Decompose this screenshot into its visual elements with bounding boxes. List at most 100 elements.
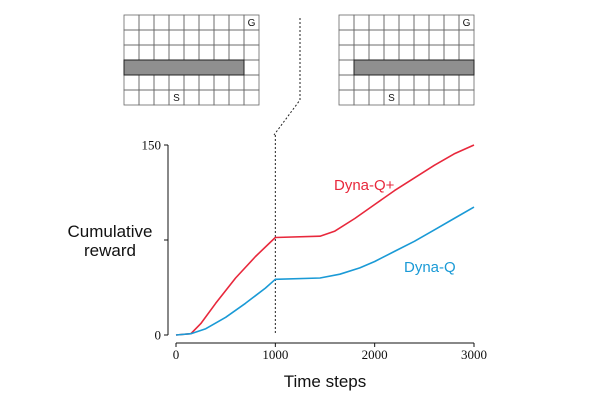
- maze-cell: [338, 74, 355, 91]
- maze-cell: [243, 89, 260, 106]
- x-tick-label: 3000: [461, 347, 487, 362]
- maze-cell: [213, 29, 230, 46]
- maze-start-label: S: [173, 93, 180, 104]
- maze-wall: [123, 59, 245, 76]
- maze-cell: [383, 74, 400, 91]
- maze-cell: [168, 14, 185, 31]
- maze-cell: [153, 14, 170, 31]
- maze-cell: [338, 59, 355, 76]
- maze-cell: [443, 44, 460, 61]
- cumulative-reward-chart: 0 150 0 1000 2000 3000 Cumulative reward Tim…: [67, 135, 487, 391]
- maze-cell: [213, 44, 230, 61]
- maze-cell: [353, 14, 370, 31]
- maze-cell: [353, 44, 370, 61]
- series-lines: [175, 144, 475, 336]
- maze-cell: [138, 74, 155, 91]
- y-tick-label: 0: [155, 328, 162, 343]
- maze-cell: [123, 14, 140, 31]
- x-axis-title: Time steps: [284, 372, 367, 391]
- x-ticks: 0 1000 2000 3000: [173, 343, 487, 362]
- maze-cell: [123, 44, 140, 61]
- maze-cell: [168, 44, 185, 61]
- maze-cell: [153, 89, 170, 106]
- maze-cell: [243, 44, 260, 61]
- maze-cell: [153, 29, 170, 46]
- maze-cell: [413, 89, 430, 106]
- maze-start-label: S: [388, 93, 395, 104]
- maze-cell: [413, 29, 430, 46]
- maze-cell: [353, 29, 370, 46]
- maze-cell: [398, 74, 415, 91]
- maze-cell: [213, 74, 230, 91]
- maze-cell: [138, 14, 155, 31]
- maze-cell: [183, 89, 200, 106]
- y-axis-title-line-1: Cumulative: [67, 222, 152, 241]
- x-tick-label: 2000: [362, 347, 388, 362]
- maze-cell: [443, 74, 460, 91]
- maze-cell: [413, 44, 430, 61]
- maze-cell: [198, 44, 215, 61]
- maze-cell: [428, 14, 445, 31]
- maze-cell: [353, 74, 370, 91]
- series-line-dyna-q-plus: [175, 144, 475, 336]
- maze-cell: [138, 29, 155, 46]
- maze-cell: [168, 29, 185, 46]
- maze-cell: [228, 89, 245, 106]
- maze-cell: [198, 74, 215, 91]
- x-tick-label: 1000: [262, 347, 288, 362]
- maze-cell: [413, 14, 430, 31]
- maze-cell: [383, 29, 400, 46]
- maze-cell: [368, 89, 385, 106]
- maze-cell: [443, 89, 460, 106]
- maze-cell: [123, 89, 140, 106]
- maze-cell: [198, 29, 215, 46]
- maze-goal-label: G: [248, 18, 256, 29]
- y-ticks: 0 150: [142, 138, 168, 343]
- maze-before-change: GS: [123, 14, 260, 106]
- maze-cell: [153, 44, 170, 61]
- maze-cell: [168, 74, 185, 91]
- maze-cell: [138, 44, 155, 61]
- maze-cell: [428, 29, 445, 46]
- maze-cell: [138, 89, 155, 106]
- maze-cell: [368, 74, 385, 91]
- maze-cell: [458, 74, 475, 91]
- maze-cell: [338, 29, 355, 46]
- maze-after-change: GS: [338, 14, 475, 106]
- maze-cell: [198, 89, 215, 106]
- maze-cell: [183, 74, 200, 91]
- maze-cell: [213, 14, 230, 31]
- maze-cell: [398, 89, 415, 106]
- maze-cell: [458, 89, 475, 106]
- maze-cell: [228, 14, 245, 31]
- maze-cell: [183, 29, 200, 46]
- maze-goal-label: G: [463, 18, 471, 29]
- maze-cell: [383, 14, 400, 31]
- maze-cell: [243, 29, 260, 46]
- y-tick-label: 150: [142, 138, 162, 153]
- maze-cell: [338, 14, 355, 31]
- maze-cell: [458, 44, 475, 61]
- maze-cell: [383, 44, 400, 61]
- series-line-dyna-q: [175, 206, 475, 336]
- series-label-dyna-q: Dyna-Q: [404, 259, 456, 276]
- maze-wall: [353, 59, 475, 76]
- maze-cell: [428, 74, 445, 91]
- maze-cell: [398, 29, 415, 46]
- maze-cell: [183, 44, 200, 61]
- maze-cell: [413, 74, 430, 91]
- maze-cell: [428, 44, 445, 61]
- maze-cell: [398, 14, 415, 31]
- maze-cell: [243, 74, 260, 91]
- maze-cell: [338, 89, 355, 106]
- series-label-dyna-q-plus: Dyna-Q+: [334, 177, 395, 194]
- maze-cell: [443, 14, 460, 31]
- x-tick-label: 0: [173, 347, 180, 362]
- maze-cell: [228, 29, 245, 46]
- maze-cell: [123, 29, 140, 46]
- maze-cell: [228, 74, 245, 91]
- maze-cell: [228, 44, 245, 61]
- maze-cell: [243, 59, 260, 76]
- maze-cell: [443, 29, 460, 46]
